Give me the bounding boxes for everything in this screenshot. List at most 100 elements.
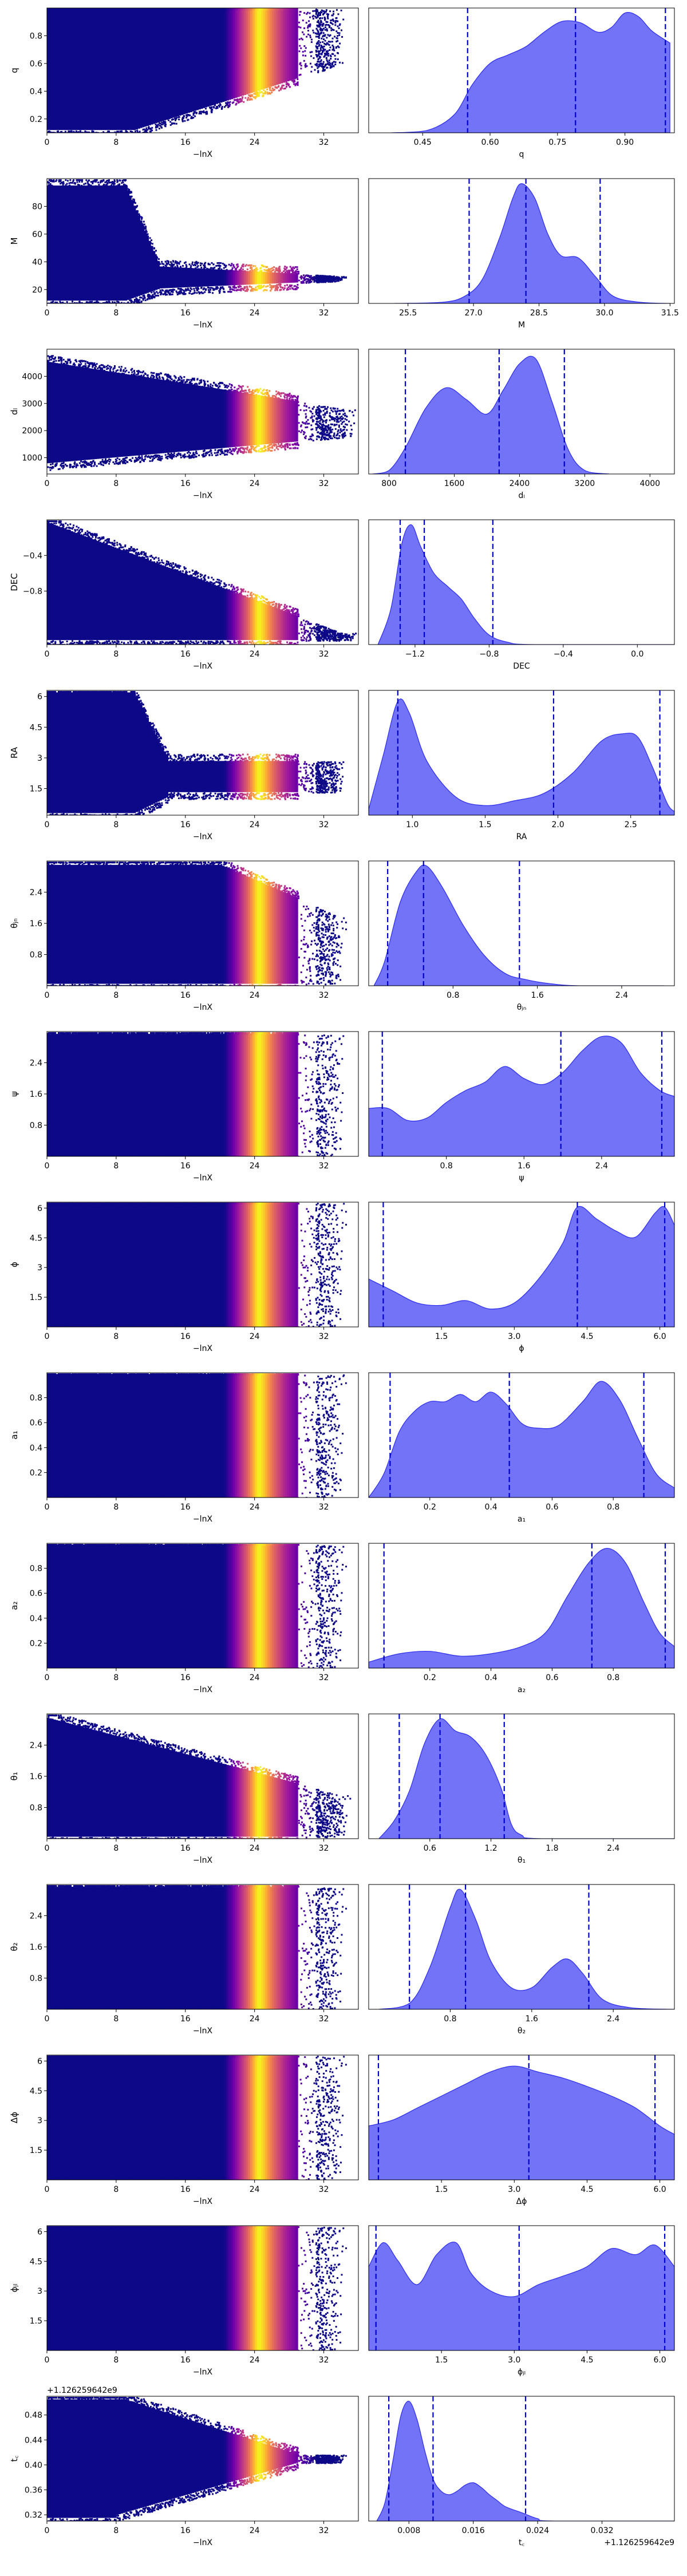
trace-point: [229, 289, 231, 291]
trace-point: [333, 29, 335, 31]
trace-point: [290, 286, 292, 288]
trace-point: [114, 372, 117, 374]
trace-point: [131, 195, 133, 197]
trace-point: [311, 413, 314, 415]
trace-point: [91, 462, 93, 464]
trace-point: [200, 381, 203, 383]
trace-point: [171, 9, 173, 11]
trace-point: [238, 388, 240, 390]
trace-point: [156, 126, 159, 128]
trace-point: [196, 289, 198, 291]
trace-point: [321, 437, 323, 439]
trace-point: [60, 132, 62, 133]
trace-point: [185, 9, 187, 11]
trace-point: [348, 420, 350, 422]
trace-point: [92, 302, 94, 303]
trace-point: [319, 32, 322, 34]
trace-point: [288, 270, 290, 272]
trace-point: [277, 391, 279, 393]
trace-point: [270, 444, 273, 446]
trace-point: [93, 362, 96, 365]
trace-point: [326, 37, 328, 39]
trace-strip: [144, 559, 147, 641]
trace-point: [329, 49, 331, 52]
trace-point: [246, 268, 248, 271]
trace-point: [352, 414, 354, 417]
trace-point: [142, 376, 144, 378]
trace-point: [75, 130, 77, 132]
trace-strip: [285, 8, 287, 82]
trace-point: [144, 129, 147, 131]
trace-point: [319, 24, 321, 26]
trace-point: [327, 24, 330, 26]
trace-point: [216, 385, 219, 387]
trace-strip: [123, 373, 125, 457]
trace-point: [334, 35, 336, 38]
trace-point: [335, 46, 337, 48]
trace-point: [60, 179, 62, 181]
trace-point: [199, 110, 201, 113]
trace-point: [158, 128, 160, 130]
trace-point: [62, 302, 64, 303]
trace-strip: [181, 8, 184, 115]
trace-point: [325, 420, 327, 422]
trace-point: [317, 67, 319, 69]
trace-point: [56, 463, 58, 465]
trace-point: [338, 32, 341, 34]
trace-point: [269, 271, 271, 273]
trace-strip: [94, 540, 97, 641]
trace-point: [279, 445, 281, 448]
trace-point: [197, 265, 199, 267]
trace-point: [66, 641, 68, 643]
trace-point: [148, 455, 150, 457]
trace-point: [317, 278, 319, 280]
trace-point: [298, 38, 301, 41]
trace-point: [87, 367, 89, 369]
trace-point: [102, 464, 104, 467]
trace-point: [257, 389, 259, 391]
trace-strip: [118, 373, 121, 457]
trace-point: [62, 641, 64, 643]
trace-point: [309, 275, 311, 278]
trace-point: [100, 132, 102, 133]
trace-point: [72, 180, 74, 183]
trace-point: [315, 275, 317, 277]
trace-point: [326, 408, 328, 410]
trace-point: [203, 263, 206, 265]
trace-point: [251, 393, 254, 395]
trace-point: [131, 550, 133, 552]
trace-point: [243, 101, 245, 103]
trace-point: [136, 210, 139, 212]
trace-point: [342, 425, 345, 428]
trace-strip: [183, 573, 186, 641]
trace-point: [322, 421, 324, 423]
trace-point: [131, 9, 133, 11]
trace-strip: [174, 382, 177, 452]
trace-point: [88, 302, 90, 303]
trace-point: [334, 417, 337, 420]
trace-point: [205, 9, 207, 11]
trace-point: [100, 369, 102, 371]
trace-point: [188, 454, 191, 456]
trace-point: [204, 111, 207, 113]
trace-point: [233, 389, 235, 392]
trace-point: [264, 448, 267, 451]
trace-strip: [281, 8, 283, 84]
trace-point: [187, 287, 189, 290]
trace-point: [123, 302, 125, 303]
trace-point: [250, 98, 252, 100]
trace-point: [291, 272, 293, 275]
trace-strip: [220, 8, 223, 103]
trace-point: [295, 400, 297, 402]
trace-point: [338, 426, 340, 428]
trace-strip: [96, 8, 100, 131]
trace-point: [342, 417, 344, 419]
trace-point: [330, 416, 333, 418]
trace-point: [103, 302, 105, 303]
trace-point: [52, 355, 54, 357]
trace-strip: [204, 8, 208, 108]
trace-point: [141, 223, 144, 225]
trace-point: [224, 453, 227, 456]
trace-strip: [200, 386, 203, 450]
